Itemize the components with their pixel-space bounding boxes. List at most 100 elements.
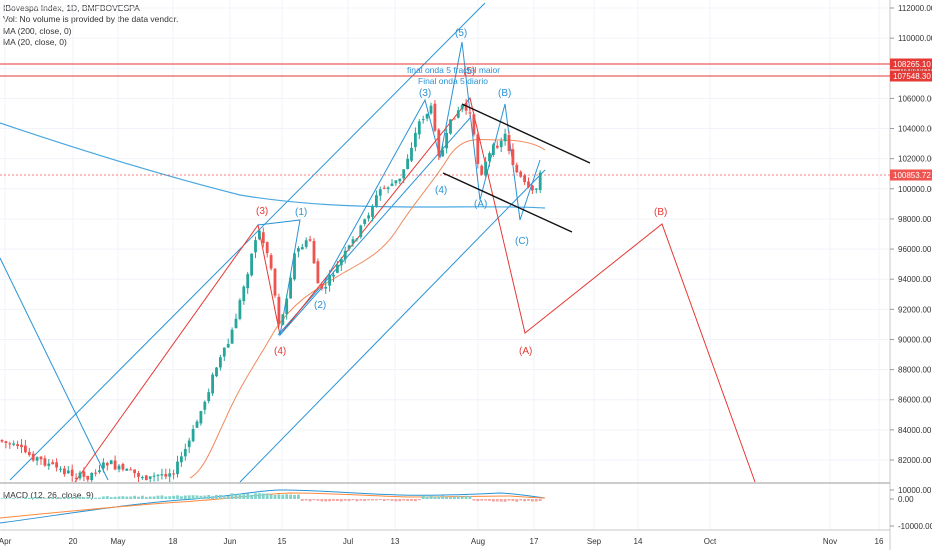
macd-bar [35,497,39,499]
macd-bar [160,495,164,499]
candle-body [98,470,101,473]
macd-bar [538,499,542,502]
trend-line-left[interactable] [0,257,109,481]
macd-bar [425,496,429,499]
macd-bar [371,499,374,501]
chart-grid [0,0,890,530]
macd-bar [398,499,402,502]
macd-tick-label: 0.00 [898,495,914,504]
price-tag: 100853.72 [890,169,932,181]
candle-body [78,472,82,479]
time-axis[interactable]: Apr 20 May 18 Jun 15 Jul 13 Aug 17 Sep 14 Oct Nov 16 [0,537,884,546]
macd-bar [441,495,445,499]
candle-body [137,473,140,477]
desc-channel-bottom[interactable] [442,172,573,233]
macd-bar [375,499,378,501]
red-wave-path[interactable] [74,96,756,483]
candle-body [534,188,538,190]
macd-bar [78,496,82,499]
candle-body [207,392,211,402]
candle-body [375,195,378,207]
candle-body [187,440,191,448]
candle-body [191,428,195,442]
desc-channel-top[interactable] [461,103,591,164]
macd-bar [456,495,460,499]
candle-body [203,401,207,410]
macd-bar [215,494,218,499]
x-tick-label: Apr [0,537,12,546]
price-tag-bg [890,169,932,181]
candle-body [320,283,324,289]
candle-body [47,463,51,466]
channel-upper-line[interactable] [9,2,486,481]
macd-bar [176,495,179,499]
wave-labels: (5) (3) (B) (4) (1) (A) (C) (2) (3) (4) … [256,28,667,357]
y-tick-label: 104000.00 [898,125,932,134]
price-tag-label: 108265.10 [893,60,931,69]
macd-bar [211,496,214,499]
candle-body [113,460,117,470]
candle-body [503,133,507,142]
macd-bar [86,497,90,499]
candle-body [35,457,39,461]
macd-bar [417,499,421,501]
x-tick-label: 13 [391,537,400,546]
candle-body [464,103,468,111]
candle-body [199,411,203,424]
candle-body [129,469,133,471]
candle-body [386,187,390,189]
descending-channel[interactable] [442,103,591,233]
candle-body [39,456,43,460]
candle-body [250,253,253,276]
macd-bar [12,498,16,499]
macd-bar [359,499,363,501]
wave-label-red-4: (4) [274,346,286,357]
candles [0,98,542,482]
candle-body [425,113,429,119]
macd-bar [324,499,328,502]
macd-bar [382,499,386,501]
x-tick-label: May [110,537,125,546]
macd-bar [492,499,495,502]
channel-lower-line[interactable] [239,169,546,483]
x-tick-label: Oct [704,537,717,546]
candle-body [230,329,234,344]
macd-bar [203,495,207,499]
candle-body [121,464,125,470]
macd-bar [293,494,296,499]
macd-bar [207,494,211,499]
candle-body [55,462,58,468]
macd-bar [332,499,335,501]
price-axis[interactable]: 112000.00110000.00108000.00106000.001040… [890,4,932,531]
candle-body [304,240,308,247]
candle-body [316,261,320,284]
candle-body [285,298,289,315]
macd-bar [246,493,250,499]
macd-bar [523,499,526,502]
macd-bar [226,495,230,499]
macd-bar [180,496,183,499]
candle-body [328,275,331,286]
candle-body [507,135,511,151]
candle-body [222,347,226,357]
macd-bar [495,499,499,502]
candle-body [453,118,456,120]
candle-body [148,476,152,479]
candle-body [429,105,433,114]
candle-body [269,255,273,269]
candle-body [445,133,448,149]
macd-bar [51,497,55,499]
macd-bar [141,495,144,499]
macd-bar [219,494,222,499]
macd-bar [24,497,27,499]
macd-bar [449,496,452,499]
y-tick-label: 92000.00 [898,305,932,314]
note-fractal: final onda 5 fractal maior [407,65,500,75]
macd-bar [503,499,507,502]
macd-bar [316,499,320,501]
x-tick-label: 14 [634,537,643,546]
macd-bar [336,499,339,502]
macd-bar [31,497,35,499]
wave-label-blue-a: (A) [474,199,487,210]
